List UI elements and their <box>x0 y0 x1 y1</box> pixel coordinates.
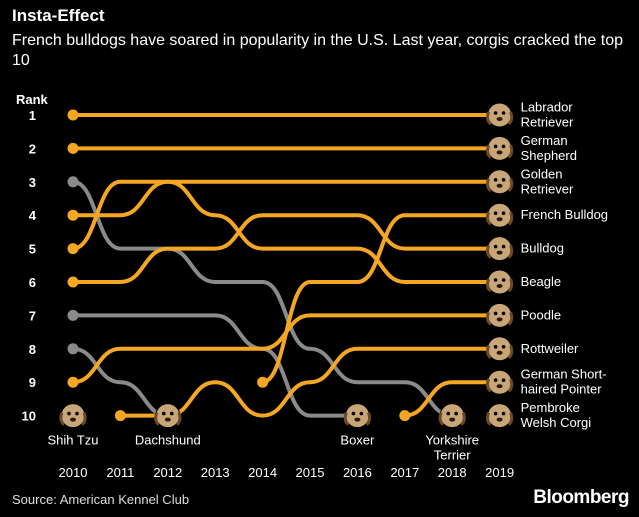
golden-retriever-icon <box>485 169 514 195</box>
start-dot-rottweiler <box>114 410 126 422</box>
corgi-icon <box>485 403 514 429</box>
start-dot-german-shorthaired-pointer <box>399 410 411 422</box>
source-note: Source: American Kennel Club <box>12 492 190 507</box>
start-dot-poodle <box>67 376 79 388</box>
rottweiler-icon <box>485 336 514 362</box>
rank-tick-6: 6 <box>29 275 36 290</box>
year-tick-2013: 2013 <box>201 465 230 480</box>
bloomberg-logo: Bloomberg <box>533 487 629 508</box>
year-tick-2011: 2011 <box>106 465 134 480</box>
series-line-dachshund <box>71 346 170 418</box>
chart-title: Insta-Effect <box>12 6 105 25</box>
rank-tick-8: 8 <box>29 342 36 357</box>
series-line-poodle <box>71 313 502 385</box>
series-line-yorkshire-terrier <box>71 179 455 418</box>
year-tick-2014: 2014 <box>248 465 277 480</box>
start-dot-golden-retriever <box>67 209 79 221</box>
breed-label-labrador-retriever: Labrador Retriever <box>521 100 574 130</box>
french-bulldog-icon <box>485 202 514 228</box>
rank-tick-1: 1 <box>29 108 36 123</box>
poodle-icon <box>485 302 514 328</box>
breed-label-french-bulldog: French Bulldog <box>521 207 608 222</box>
year-tick-2017: 2017 <box>390 465 419 480</box>
chart-subtitle: French bulldogs have soared in popularit… <box>12 32 624 69</box>
breed-label-golden-retriever: Golden Retriever <box>521 166 574 196</box>
start-dot-dachshund <box>67 343 79 355</box>
bulldog-icon <box>485 236 514 262</box>
year-tick-2012: 2012 <box>153 465 182 480</box>
year-tick-2016: 2016 <box>343 465 372 480</box>
series-line-french-bulldog <box>260 213 502 385</box>
pointer-icon <box>485 369 514 395</box>
start-dot-boxer <box>67 309 79 321</box>
series-line-german-shorthaired-pointer <box>402 380 502 418</box>
rank-tick-7: 7 <box>29 308 36 323</box>
breed-label-beagle: Beagle <box>521 274 561 289</box>
breed-label-german-shepherd: German Shepherd <box>521 133 577 163</box>
start-dot-labrador-retriever <box>67 109 79 121</box>
shih-tzu-icon <box>59 403 87 429</box>
year-tick-2018: 2018 <box>438 465 467 480</box>
breed-label-boxer: Boxer <box>340 433 375 448</box>
german-shepherd-icon <box>485 135 514 161</box>
series-line-bulldog <box>71 213 502 284</box>
start-dot-beagle <box>67 243 79 255</box>
boxer-icon <box>343 403 372 429</box>
year-tick-2015: 2015 <box>296 465 325 480</box>
breed-label-german-shorthaired-pointer: German Short-haired Pointer <box>521 367 607 397</box>
breed-label-bulldog: Bulldog <box>521 241 564 256</box>
breed-label-poodle: Poodle <box>521 307 561 322</box>
series-line-rottweiler <box>118 346 502 418</box>
labrador-icon <box>485 102 514 128</box>
yorkshire-icon <box>438 403 466 429</box>
breed-label-dachshund: Dachshund <box>135 433 201 448</box>
breed-label-yorkshire-terrier: Yorkshire Terrier <box>425 433 479 463</box>
start-dot-bulldog <box>67 276 79 288</box>
rank-tick-3: 3 <box>29 175 36 190</box>
start-dot-yorkshire-terrier <box>67 176 79 188</box>
rank-tick-2: 2 <box>29 141 36 156</box>
start-dot-french-bulldog <box>257 376 269 388</box>
beagle-icon <box>485 269 514 295</box>
breed-label-pembroke-welsh-corgi: Pembroke Welsh Corgi <box>521 400 592 430</box>
rank-tick-9: 9 <box>29 375 36 390</box>
breed-label-rottweiler: Rottweiler <box>521 341 579 356</box>
rank-tick-4: 4 <box>29 208 37 223</box>
breed-label-shih-tzu: Shih Tzu <box>47 433 98 448</box>
rank-tick-5: 5 <box>29 242 36 257</box>
dachshund-icon <box>154 403 182 429</box>
year-tick-2010: 2010 <box>59 465 88 480</box>
series-line-golden-retriever <box>71 179 502 218</box>
start-dot-german-shepherd <box>67 142 79 154</box>
series-line-boxer <box>71 313 360 418</box>
series-line-beagle <box>71 179 502 284</box>
year-tick-2019: 2019 <box>485 465 514 480</box>
y-axis-label: Rank <box>16 92 49 107</box>
rank-tick-10: 10 <box>22 409 36 424</box>
